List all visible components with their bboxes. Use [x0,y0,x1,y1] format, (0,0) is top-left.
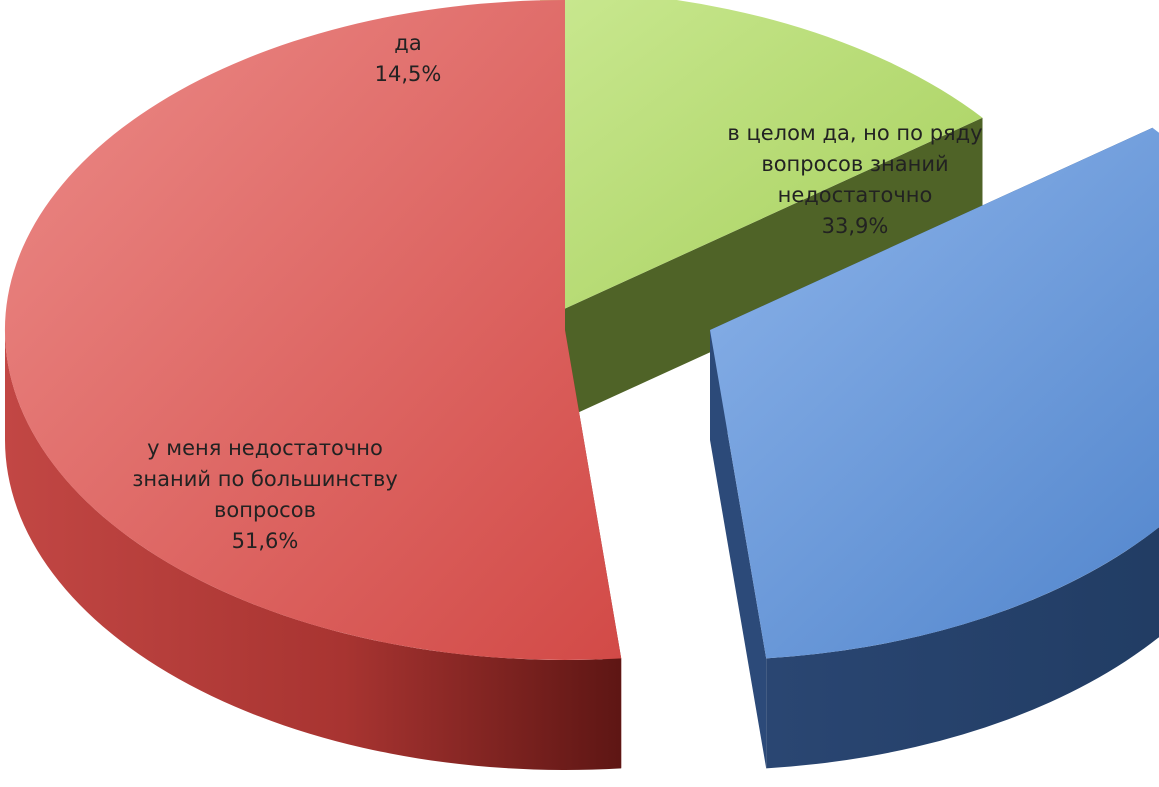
slice-2-top [710,127,1159,659]
slice-2-category-line: вопросов знаний [761,152,948,176]
pie-slice-1 [540,0,983,431]
pie-labels: да 14,5% в целом да, но по ряду вопросов зн… [132,31,982,553]
slice-1-value-label: 14,5% [375,62,442,86]
slice-3-label: у меня недостаточно знаний по большинству… [132,436,398,553]
slice-3-top [4,0,622,661]
pie-slice-2 [710,127,1159,769]
slice-1-top [540,0,983,320]
slice-3-category-line: вопросов [214,498,316,522]
slice-1-wall-end [540,117,983,431]
slice-1-label: да 14,5% [375,31,442,86]
slice-2-category-line: недостаточно [778,183,933,207]
slice-3-value-label: 51,6% [232,529,299,553]
slice-3-side [5,330,622,770]
pie-slices [4,0,1159,770]
slice-2-wall-end [710,330,767,769]
slice-2-category-line: в целом да, но по ряду [727,121,982,145]
slice-3-category-line: у меня недостаточно [147,436,383,460]
pie-slice-3 [4,0,622,770]
slice-2-label: в целом да, но по ряду вопросов знаний нед… [727,121,982,238]
slice-2-value-label: 33,9% [822,214,889,238]
slice-1-category-line: да [394,31,421,55]
slice-2-side [766,527,1159,769]
slice-3-category-line: знаний по большинству [132,467,398,491]
